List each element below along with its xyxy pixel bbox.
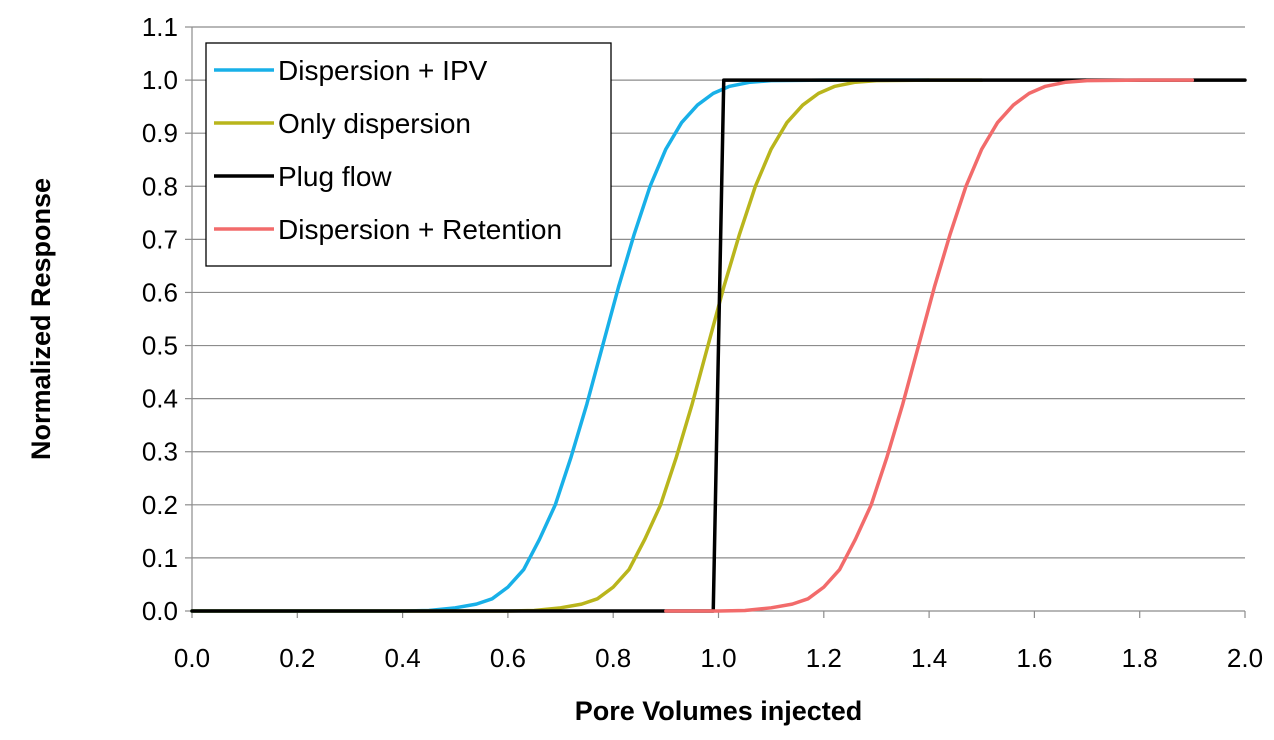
x-tick-label: 2.0	[1227, 643, 1263, 673]
x-tick-label: 1.8	[1122, 643, 1158, 673]
y-tick-label: 0.0	[142, 596, 178, 626]
y-tick-label: 0.8	[142, 171, 178, 201]
legend-label: Only dispersion	[278, 108, 471, 139]
legend-label: Plug flow	[278, 161, 392, 192]
legend-label: Dispersion + Retention	[278, 214, 562, 245]
x-tick-label: 0.0	[174, 643, 210, 673]
legend-label: Dispersion + IPV	[278, 55, 488, 86]
series-line-2	[190, 78, 984, 613]
y-tick-label: 0.5	[142, 331, 178, 361]
y-tick-label: 0.4	[142, 384, 178, 414]
y-tick-label: 0.1	[142, 543, 178, 573]
x-tick-label: 0.2	[279, 643, 315, 673]
x-tick-label: 0.8	[595, 643, 631, 673]
y-tick-label: 1.1	[142, 12, 178, 42]
y-tick-label: 0.2	[142, 490, 178, 520]
axis-labels: Pore Volumes injected Normalized Respons…	[26, 178, 862, 726]
series-line-1	[190, 78, 931, 613]
x-tick-label: 0.6	[490, 643, 526, 673]
series-line-3	[190, 78, 1247, 613]
y-tick-label: 0.7	[142, 224, 178, 254]
series-line-4	[664, 78, 1195, 613]
x-axis-title: Pore Volumes injected	[575, 696, 863, 726]
x-tick-label: 1.2	[806, 643, 842, 673]
x-tick-label: 0.4	[385, 643, 421, 673]
x-tick-label: 1.4	[911, 643, 947, 673]
y-tick-label: 1.0	[142, 65, 178, 95]
y-tick-label: 0.6	[142, 277, 178, 307]
series-lines	[190, 78, 1247, 613]
x-tick-label: 1.0	[700, 643, 736, 673]
legend: Dispersion + IPV Only dispersion Plug flow…	[205, 42, 612, 267]
tick-labels: 0.0 0.1 0.2 0.3 0.4 0.5 0.6 0.7 0.8 0.9 1.0 1.1 0.0 0…	[142, 12, 1263, 673]
y-axis-title: Normalized Response	[26, 178, 56, 460]
y-tick-label: 0.9	[142, 118, 178, 148]
y-tick-label: 0.3	[142, 437, 178, 467]
x-tick-label: 1.6	[1016, 643, 1052, 673]
